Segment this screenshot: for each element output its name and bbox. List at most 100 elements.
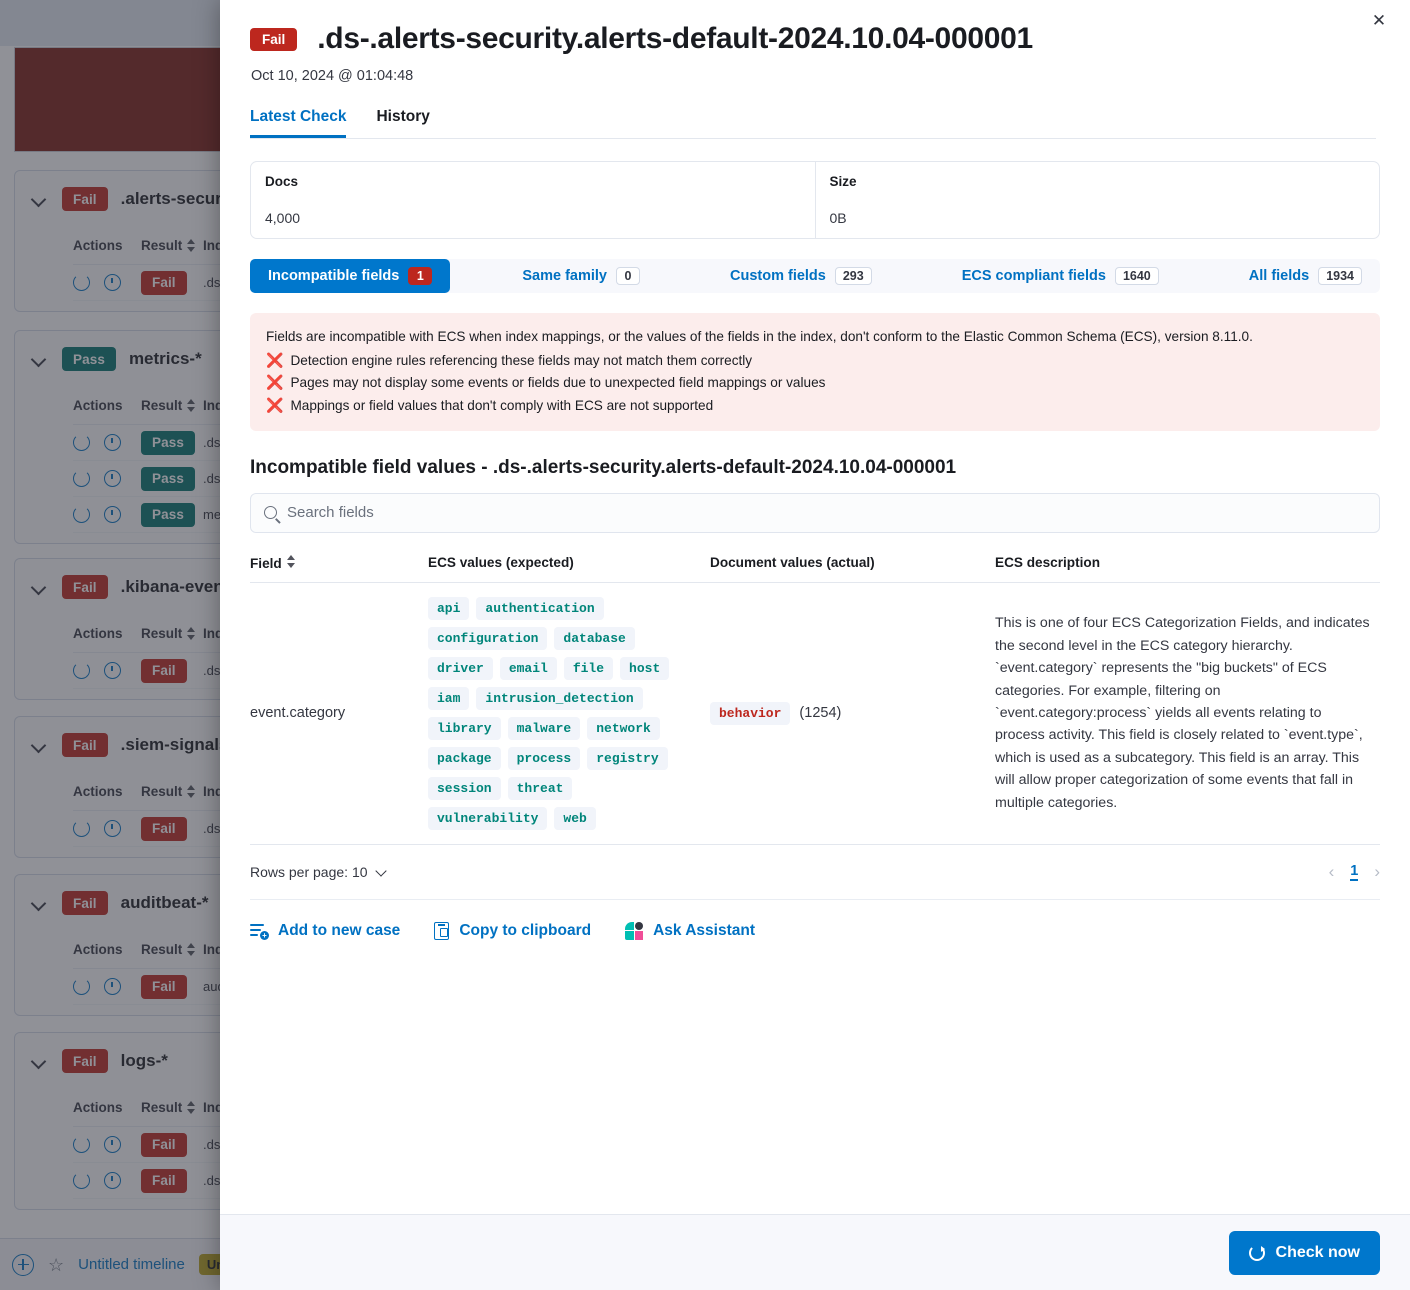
rows-per-page-label: Rows per page: 10 [250,863,368,880]
stat-value: 4,000 [265,210,301,226]
tab-latest-check[interactable]: Latest Check [250,108,346,138]
filter-count: 1934 [1318,267,1363,285]
flyout-body: Docs 4,000 Size 0B Incompatible fields 1… [220,139,1410,1214]
rows-per-page-selector[interactable]: Rows per page: 10 [250,864,387,880]
stat-value: 0B [829,210,847,226]
check-timestamp: Oct 10, 2024 @ 01:04:48 [251,68,414,84]
filter-label: Custom fields [729,268,826,284]
ecs-chip: authentication [476,596,604,620]
callout-lead: Fields are incompatible with ECS when in… [266,329,1253,344]
add-case-icon: + [250,923,269,940]
filter-label: Same family [522,268,607,284]
document-value: behavior (1254) [710,701,995,725]
chevron-right-icon[interactable]: › [1374,861,1380,881]
ecs-chip: vulnerability [428,806,548,830]
col-document-values: Document values (actual) [710,554,995,583]
table-pagination: Rows per page: 10 ‹ 1 › [250,845,1380,899]
section-title: Incompatible field values - .ds-.alerts-… [250,456,957,478]
ask-assistant-button[interactable]: Ask Assistant [625,921,756,940]
tab-history[interactable]: History [376,108,429,138]
filter-label: ECS compliant fields [961,268,1106,284]
close-icon[interactable]: ✕ [1364,6,1394,36]
stats-panel: Docs 4,000 Size 0B [250,161,1380,239]
clipboard-icon [434,921,450,940]
header-divider [250,138,1376,139]
ecs-chip: file [563,656,614,680]
ecs-chip: process [507,746,581,770]
ecs-chip: session [428,776,501,800]
filter-count: 1 [408,267,433,285]
stat-docs: Docs 4,000 [251,162,815,238]
ecs-chip: library [428,716,501,740]
filter-count: 1640 [1114,267,1159,285]
ecs-chip: iam [428,686,470,710]
filter-label: Incompatible fields [268,268,400,284]
cell-ecs-description: This is one of four ECS Categorization F… [995,582,1380,845]
flyout-header: ✕ Fail .ds-.alerts-security.alerts-defau… [220,0,1410,139]
ecs-chip: configuration [428,626,548,650]
actual-chip: behavior [710,701,791,725]
ecs-chip: host [620,656,670,680]
callout-item: ❌ Pages may not display some events or f… [266,374,1364,392]
sort-icon[interactable] [286,554,296,568]
chevron-left-icon[interactable]: ‹ [1328,861,1335,881]
action-label: Ask Assistant [653,921,756,939]
index-check-flyout: ✕ Fail .ds-.alerts-security.alerts-defau… [220,0,1410,1290]
callout-item-text: Mappings or field values that don't comp… [290,398,714,414]
col-field[interactable]: Field [250,554,428,583]
stat-label: Docs [265,174,299,189]
cell-document-values: behavior (1254) [710,582,995,845]
cell-ecs-values: api authentication configuration databas… [428,582,710,845]
search-icon [264,506,277,520]
check-now-label: Check now [1275,1243,1360,1261]
filter-custom-fields[interactable]: Custom fields 293 [712,259,890,293]
ecs-chip: driver [428,656,493,680]
incompatible-callout: Fields are incompatible with ECS when in… [250,313,1380,431]
refresh-icon [1248,1244,1265,1261]
action-label: Copy to clipboard [459,921,592,939]
search-input[interactable] [287,504,1366,522]
assistant-icon [625,921,644,940]
title-row: Fail .ds-.alerts-security.alerts-default… [250,22,1376,56]
ecs-chip: package [428,746,501,770]
filter-same-family[interactable]: Same family 0 [504,259,658,293]
col-ecs-values: ECS values (expected) [428,554,710,583]
chevron-down-icon [376,866,387,877]
page-controls: ‹ 1 › [1329,862,1380,882]
stat-size: Size 0B [814,162,1380,238]
table-actions: + Add to new case Copy to clipboard Ask … [250,898,1380,940]
search-field[interactable] [250,492,1380,533]
field-name: event.category [250,705,346,722]
filter-incompatible-fields[interactable]: Incompatible fields 1 [250,259,451,293]
table-row: event.category api authentication config… [250,582,1380,845]
ecs-chip: web [554,806,596,830]
x-mark-icon: ❌ [266,351,284,368]
check-now-button[interactable]: Check now [1228,1230,1380,1275]
callout-item-text: Detection engine rules referencing these… [290,352,753,368]
flyout-tabs: Latest Check History [250,108,1376,138]
ecs-chip: malware [507,716,581,740]
callout-item-text: Pages may not display some events or fie… [290,375,826,391]
ecs-chip: network [587,716,660,740]
filter-count: 293 [834,267,872,285]
copy-to-clipboard-button[interactable]: Copy to clipboard [434,921,592,940]
filter-ecs-compliant-fields[interactable]: ECS compliant fields 1640 [944,259,1177,293]
stat-label: Size [829,174,857,189]
incompatible-fields-table: Field ECS values (expected) Document val… [250,554,1380,845]
filter-count: 0 [615,267,640,285]
table-header-row: Field ECS values (expected) Document val… [250,554,1380,583]
add-to-new-case-button[interactable]: + Add to new case [250,922,400,940]
ecs-chip: threat [507,776,573,800]
ecs-chip: api [428,596,470,620]
x-mark-icon: ❌ [266,374,284,391]
filter-all-fields[interactable]: All fields 1934 [1231,259,1380,293]
filter-label: All fields [1248,268,1310,284]
ecs-chip: intrusion_detection [476,686,643,710]
status-badge: Fail [250,27,298,51]
ecs-chip: email [499,656,557,680]
callout-item: ❌ Mappings or field values that don't co… [266,397,1364,415]
ecs-description-text: This is one of four ECS Categorization F… [995,615,1370,811]
action-label: Add to new case [278,921,401,939]
actual-count: (1254) [799,705,842,722]
page-number-1[interactable]: 1 [1350,862,1359,881]
